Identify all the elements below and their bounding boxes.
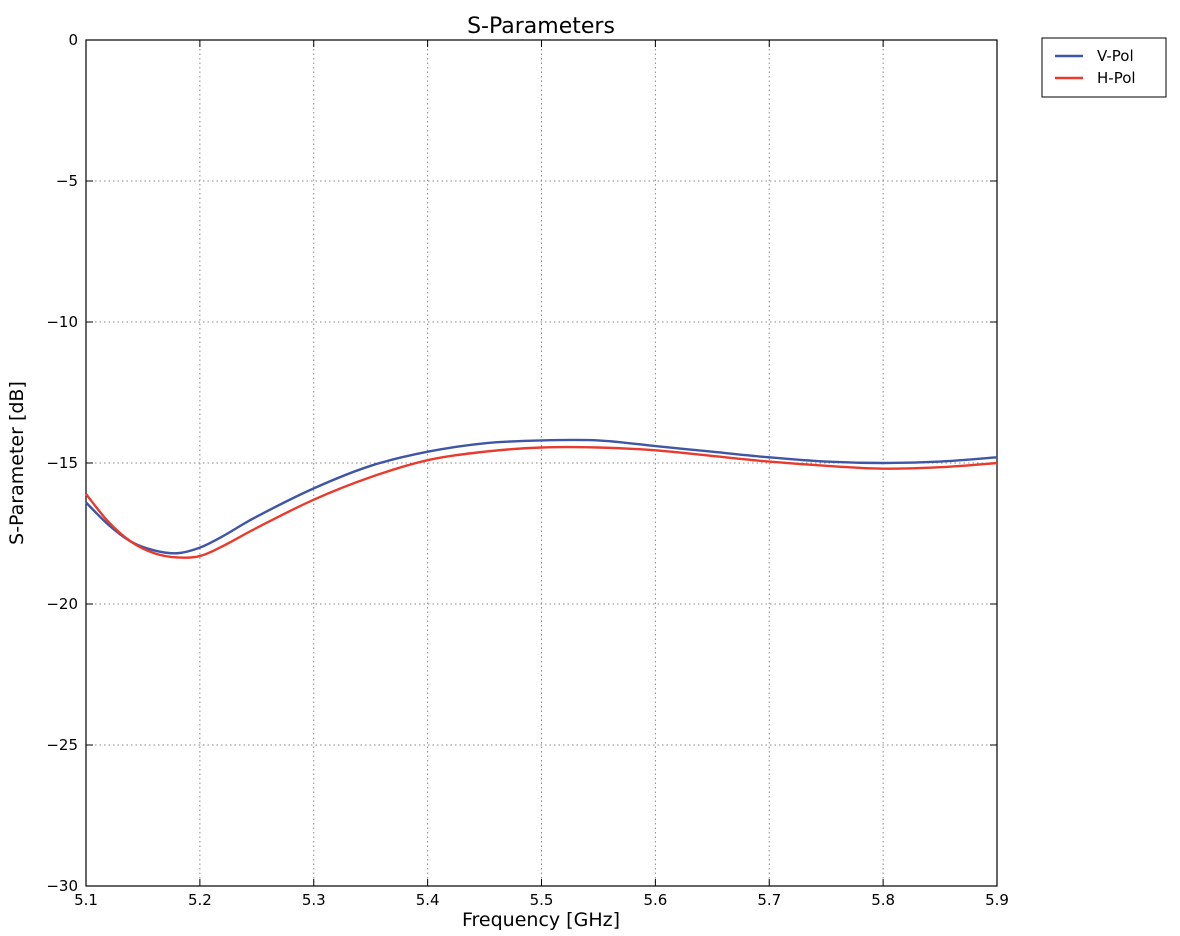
legend: V-Pol H-Pol	[1041, 37, 1167, 98]
x-tick-label: 5.1	[74, 891, 98, 909]
series-line-v-pol	[85, 438, 998, 555]
x-tick-label: 5.3	[302, 891, 326, 909]
y-tick-label: −5	[56, 172, 78, 190]
x-tick-label: 5.5	[530, 891, 554, 909]
y-tick-label: −20	[46, 595, 78, 613]
x-axis-label: Frequency [GHz]	[462, 909, 620, 931]
series-lines	[85, 438, 998, 559]
x-tick-label: 5.9	[985, 891, 1009, 909]
legend-box	[1041, 37, 1167, 98]
series-line-h-pol	[85, 445, 998, 559]
y-tick-label: −25	[46, 736, 78, 754]
x-tick-label: 5.8	[871, 891, 895, 909]
x-tick-label: 5.6	[643, 891, 667, 909]
x-tick-label: 5.2	[188, 891, 212, 909]
y-tick-label: −15	[46, 454, 78, 472]
chart-title: S-Parameters	[467, 14, 615, 39]
y-tick-label: 0	[68, 31, 78, 49]
y-tick-label: −10	[46, 313, 78, 331]
axis-ticks: 5.1 5.2 5.3 5.4 5.5 5.6 5.7 5.8 5.9 0 −5 −10 −15 −20 −…	[46, 31, 1009, 909]
y-axis-label: S-Parameter [dB]	[6, 381, 28, 545]
x-tick-label: 5.7	[757, 891, 781, 909]
legend-label-h-pol: H-Pol	[1097, 69, 1136, 87]
legend-label-v-pol: V-Pol	[1097, 47, 1134, 65]
y-tick-label: −30	[46, 877, 78, 895]
x-tick-label: 5.4	[416, 891, 440, 909]
